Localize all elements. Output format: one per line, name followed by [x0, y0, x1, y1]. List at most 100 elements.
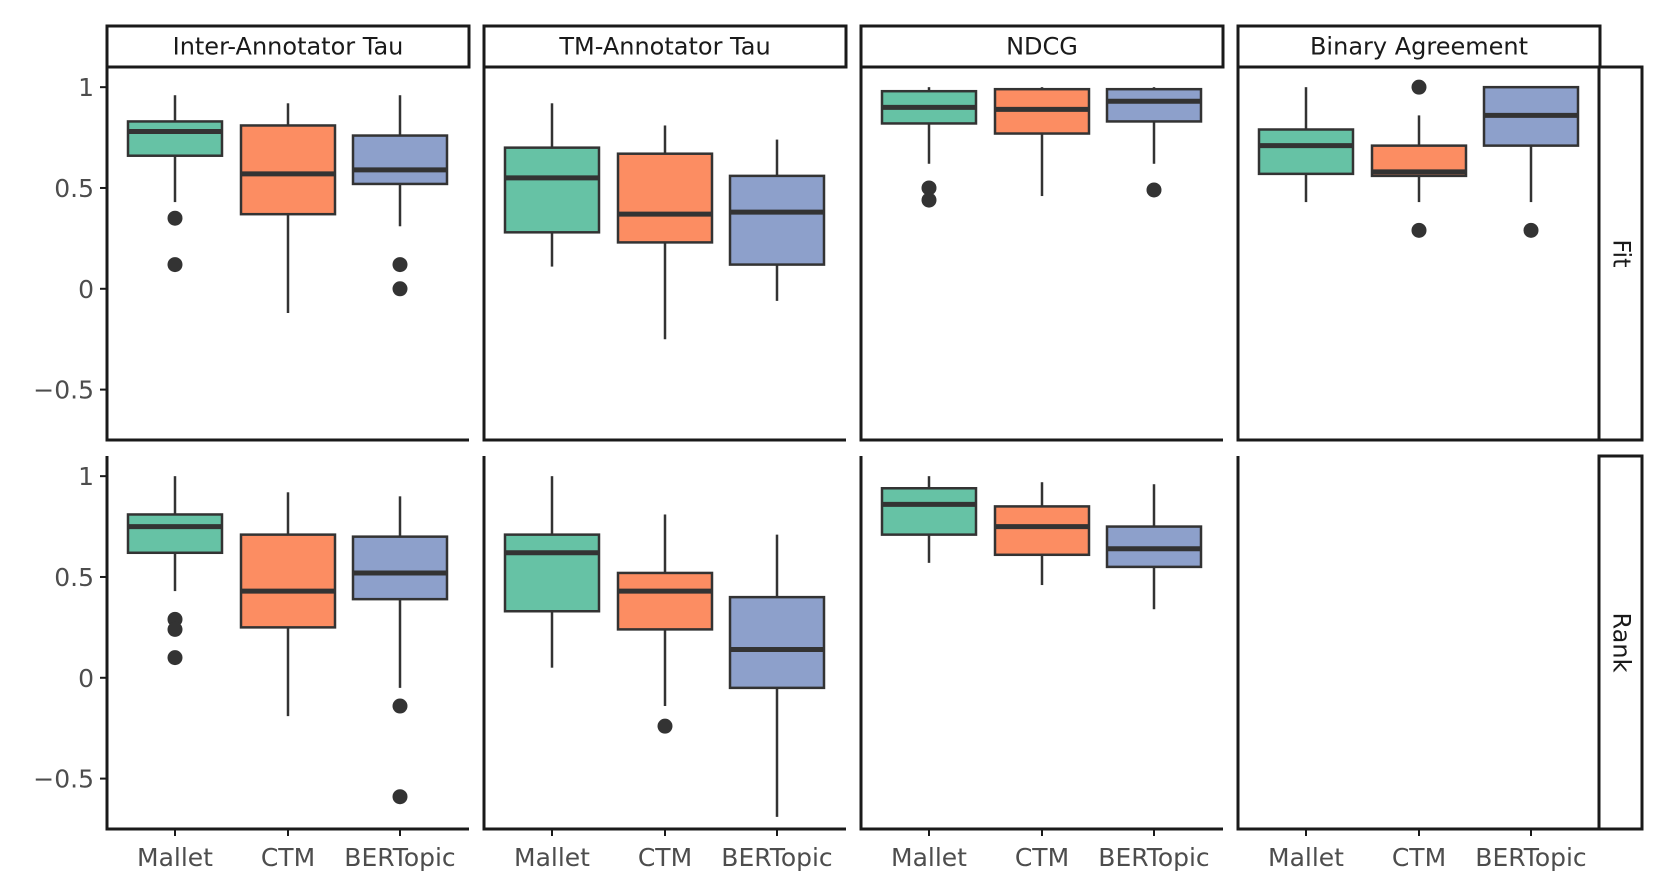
panel-rank-3: Mallet CTM BERTopic — [1236, 456, 1600, 872]
iqr-box — [728, 174, 826, 266]
box-bertopic — [1105, 484, 1203, 610]
box-mallet — [880, 476, 978, 563]
panel-axis-frame — [1236, 67, 1600, 442]
outlier-point — [392, 698, 408, 714]
row-strip-1: Rank — [1597, 454, 1644, 831]
box-mallet — [126, 476, 224, 666]
outlier-point — [392, 257, 408, 273]
iqr-box — [126, 513, 224, 555]
outlier-point — [167, 257, 183, 273]
column-strip-label: Binary Agreement — [1310, 33, 1528, 61]
outlier-point — [392, 281, 408, 297]
x-tick-label: CTM — [638, 843, 692, 872]
panel-fit-3 — [1236, 67, 1600, 442]
panel-rank-2: Mallet CTM BERTopic — [859, 456, 1223, 872]
iqr-box — [239, 533, 337, 629]
outlier-point — [1146, 182, 1162, 198]
column-strip-box — [482, 24, 848, 69]
panel-fit-0: 1 0.5 0 −0.5 — [33, 67, 469, 442]
x-tick-label: Mallet — [1268, 843, 1344, 872]
box-mallet — [1257, 87, 1355, 203]
column-strip-box — [1236, 24, 1602, 69]
outlier-point — [167, 210, 183, 226]
outlier-point — [392, 789, 408, 805]
outlier-point — [167, 650, 183, 666]
y-tick-label: −0.5 — [33, 376, 94, 405]
panel-fit-1 — [482, 67, 846, 442]
box-mallet — [880, 87, 978, 208]
y-tick-label: 0 — [78, 275, 94, 304]
x-tick-label: BERTopic — [1475, 843, 1586, 872]
box-mallet — [503, 476, 601, 668]
panel-rank-0: 1 0.5 0 −0.5 Mallet CTM BERTopic — [33, 456, 469, 872]
iqr-box — [503, 146, 601, 234]
outlier-point — [167, 621, 183, 637]
row-strip-box — [1597, 65, 1644, 442]
iqr-box — [351, 535, 449, 601]
iqr-box — [993, 505, 1091, 557]
box-ctm — [239, 103, 337, 313]
box-mallet — [126, 95, 224, 273]
box-bertopic — [351, 496, 449, 805]
row-strip-label: Fit — [1608, 239, 1636, 267]
panel-axis-frame — [859, 67, 1223, 442]
y-tick-label: −0.5 — [33, 765, 94, 794]
box-bertopic — [728, 534, 826, 817]
panel-axis-frame — [859, 456, 1223, 831]
box-bertopic — [1482, 85, 1580, 238]
outlier-point — [1411, 222, 1427, 238]
x-tick-label: Mallet — [891, 843, 967, 872]
box-ctm — [1370, 79, 1468, 238]
y-tick-label: 0.5 — [54, 563, 94, 592]
panel-fit-2 — [859, 67, 1223, 442]
panel-axis-frame — [1236, 456, 1600, 831]
x-tick-label: CTM — [261, 843, 315, 872]
panel-axis-frame — [482, 456, 846, 831]
box-ctm — [993, 482, 1091, 586]
x-tick-label: Mallet — [514, 843, 590, 872]
box-mallet — [503, 103, 601, 267]
column-strip-label: NDCG — [1006, 33, 1078, 61]
iqr-box — [1105, 87, 1203, 123]
box-ctm — [616, 514, 714, 734]
y-tick-label: 1 — [78, 462, 94, 491]
y-tick-label: 0.5 — [54, 174, 94, 203]
iqr-box — [239, 124, 337, 216]
outlier-point — [1411, 79, 1427, 95]
column-strip-box — [105, 24, 471, 69]
box-bertopic — [728, 139, 826, 301]
iqr-box — [351, 134, 449, 186]
panel-rank-1: Mallet CTM BERTopic — [482, 456, 846, 872]
column-strip-label: TM-Annotator Tau — [558, 33, 770, 61]
x-tick-label: CTM — [1015, 843, 1069, 872]
outlier-point — [921, 192, 937, 208]
iqr-box — [1257, 128, 1355, 176]
row-strip-0: Fit — [1597, 65, 1644, 442]
x-tick-label: BERTopic — [721, 843, 832, 872]
panel-axis-frame — [482, 67, 846, 442]
row-strip-box — [1597, 454, 1644, 831]
x-tick-label: Mallet — [137, 843, 213, 872]
panel-axis-frame — [105, 456, 469, 831]
y-tick-label: 1 — [78, 73, 94, 102]
column-strip-1: TM-Annotator Tau — [482, 24, 848, 69]
iqr-box — [616, 152, 714, 244]
outlier-point — [921, 180, 937, 196]
column-strip-2: NDCG — [859, 24, 1225, 69]
iqr-box — [616, 571, 714, 631]
iqr-box — [126, 120, 224, 157]
x-tick-label: BERTopic — [344, 843, 455, 872]
outlier-point — [657, 718, 673, 734]
panel-axis-frame — [105, 67, 469, 442]
column-strip-0: Inter-Annotator Tau — [105, 24, 471, 69]
y-tick-label: 0 — [78, 664, 94, 693]
x-tick-label: BERTopic — [1098, 843, 1209, 872]
iqr-box — [503, 533, 601, 613]
box-ctm — [239, 492, 337, 717]
column-strip-3: Binary Agreement — [1236, 24, 1602, 69]
column-strip-box — [859, 24, 1225, 69]
outlier-point — [1523, 222, 1539, 238]
box-ctm — [993, 87, 1091, 197]
iqr-box — [728, 595, 826, 690]
